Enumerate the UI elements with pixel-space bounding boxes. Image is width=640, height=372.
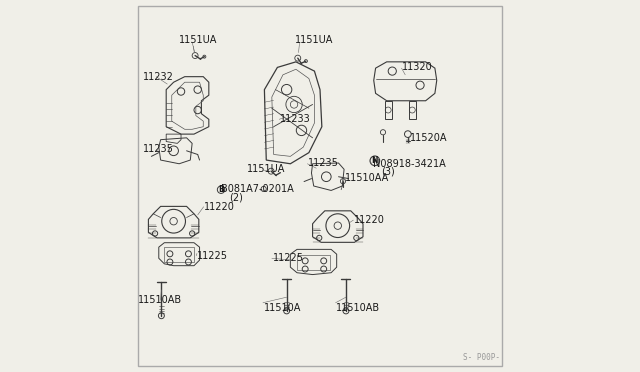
Text: B: B xyxy=(218,185,224,194)
Text: 11220: 11220 xyxy=(204,202,236,212)
Text: 11235: 11235 xyxy=(143,144,173,154)
Text: 11520A: 11520A xyxy=(410,133,447,143)
Text: 11320: 11320 xyxy=(403,62,433,73)
Text: 11510AA: 11510AA xyxy=(345,173,389,183)
Bar xyxy=(164,247,194,262)
Text: 11233: 11233 xyxy=(280,114,311,124)
Text: (2): (2) xyxy=(230,192,243,202)
Text: (3): (3) xyxy=(381,167,395,177)
Bar xyxy=(297,255,330,270)
Text: 11510AB: 11510AB xyxy=(138,295,182,305)
Text: 1151UA: 1151UA xyxy=(246,164,285,174)
Text: 11235: 11235 xyxy=(308,158,339,168)
Text: B081A7-0201A: B081A7-0201A xyxy=(221,184,293,194)
Text: 11510A: 11510A xyxy=(264,303,301,313)
Text: N: N xyxy=(372,156,378,165)
Text: 11225: 11225 xyxy=(273,253,303,263)
Text: 1151UA: 1151UA xyxy=(295,35,333,45)
Text: 11225: 11225 xyxy=(197,251,228,261)
Text: S- P00P-: S- P00P- xyxy=(463,353,500,362)
Text: 11232: 11232 xyxy=(143,72,173,82)
Text: N08918-3421A: N08918-3421A xyxy=(372,159,445,169)
Text: 11510AB: 11510AB xyxy=(336,303,380,313)
Text: 11220: 11220 xyxy=(354,215,385,225)
Bar xyxy=(409,101,415,119)
Text: 1151UA: 1151UA xyxy=(179,35,218,45)
Bar xyxy=(385,101,392,119)
